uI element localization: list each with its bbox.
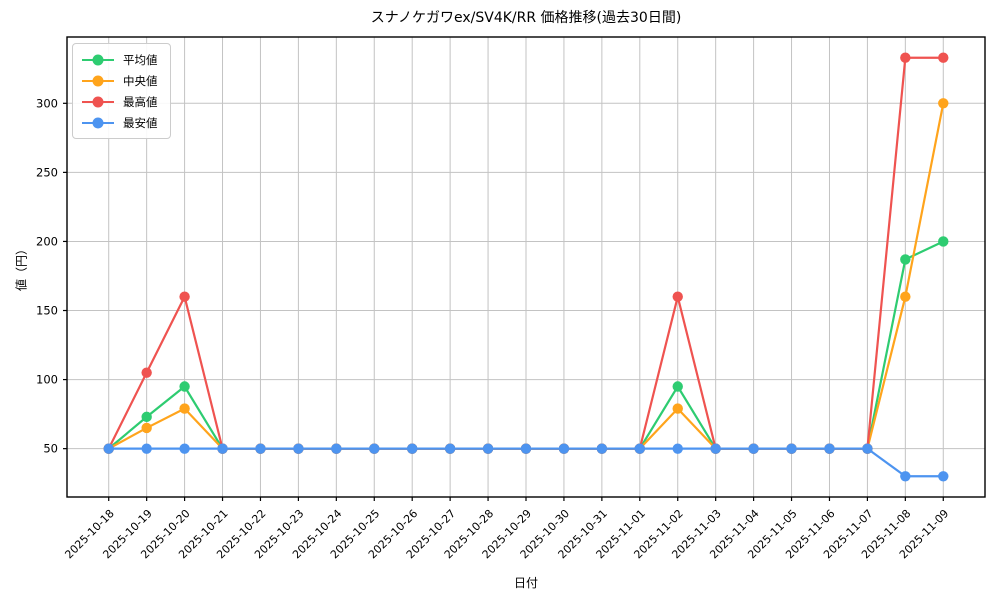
- legend-label-average: 平均値: [123, 52, 158, 67]
- y-axis-label: 値（円）: [14, 242, 29, 292]
- legend-label-min: 最安値: [123, 115, 158, 130]
- y-tick-label: 50: [43, 442, 58, 456]
- legend-item-max: 最高値: [82, 91, 158, 112]
- legend-item-median: 中央値: [82, 70, 158, 91]
- data-point-max: [179, 291, 190, 302]
- y-tick-label: 250: [36, 165, 58, 179]
- legend-label-median: 中央値: [123, 73, 158, 88]
- data-point-max: [141, 367, 152, 378]
- data-point-min: [900, 471, 911, 482]
- data-point-min: [482, 443, 494, 454]
- data-point-average: [938, 236, 949, 247]
- data-point-min: [938, 471, 949, 482]
- data-point-min: [862, 443, 873, 454]
- data-point-average: [141, 411, 152, 423]
- y-tick-label: 300: [36, 96, 58, 110]
- data-point-min: [217, 443, 228, 454]
- data-point-median: [938, 98, 949, 109]
- y-tick-label: 100: [36, 373, 58, 387]
- data-point-min: [672, 443, 683, 454]
- data-point-min: [331, 443, 342, 454]
- legend: 平均値 中央値 最高値 最安値: [72, 43, 171, 139]
- min-line-marker-icon: [82, 117, 114, 129]
- data-point-min: [786, 443, 797, 454]
- data-point-min: [748, 443, 759, 454]
- average-line-marker-icon: [82, 54, 114, 66]
- data-point-min: [824, 443, 835, 454]
- data-point-min: [141, 443, 152, 454]
- data-point-min: [369, 443, 380, 454]
- legend-label-max: 最高値: [123, 94, 158, 109]
- x-axis-label: 日付: [513, 576, 538, 590]
- data-point-min: [406, 443, 418, 454]
- data-point-median: [900, 291, 911, 302]
- data-point-median: [672, 403, 683, 414]
- y-tick-label: 150: [36, 304, 58, 318]
- data-point-average: [672, 381, 683, 392]
- data-point-min: [710, 443, 721, 454]
- max-line-marker-icon: [82, 96, 114, 108]
- chart-title: スナノケガワex/SV4K/RR 価格推移(過去30日間): [370, 10, 682, 26]
- data-point-average: [179, 381, 190, 392]
- data-point-median: [179, 403, 190, 414]
- data-point-max: [672, 291, 683, 302]
- legend-item-min: 最安値: [82, 112, 158, 133]
- data-point-min: [444, 443, 456, 454]
- data-point-min: [596, 443, 608, 454]
- data-point-min: [634, 443, 646, 454]
- y-tick-label: 200: [36, 234, 58, 248]
- data-point-median: [141, 422, 152, 434]
- data-point-min: [103, 443, 114, 454]
- data-point-min: [558, 443, 570, 454]
- data-point-min: [179, 443, 190, 454]
- data-point-max: [900, 52, 911, 63]
- median-line-marker-icon: [82, 75, 114, 87]
- data-point-min: [520, 443, 532, 454]
- data-point-min: [293, 443, 304, 454]
- data-point-max: [938, 52, 949, 63]
- data-point-average: [900, 254, 911, 265]
- data-point-min: [255, 443, 266, 454]
- legend-item-average: 平均値: [82, 49, 158, 70]
